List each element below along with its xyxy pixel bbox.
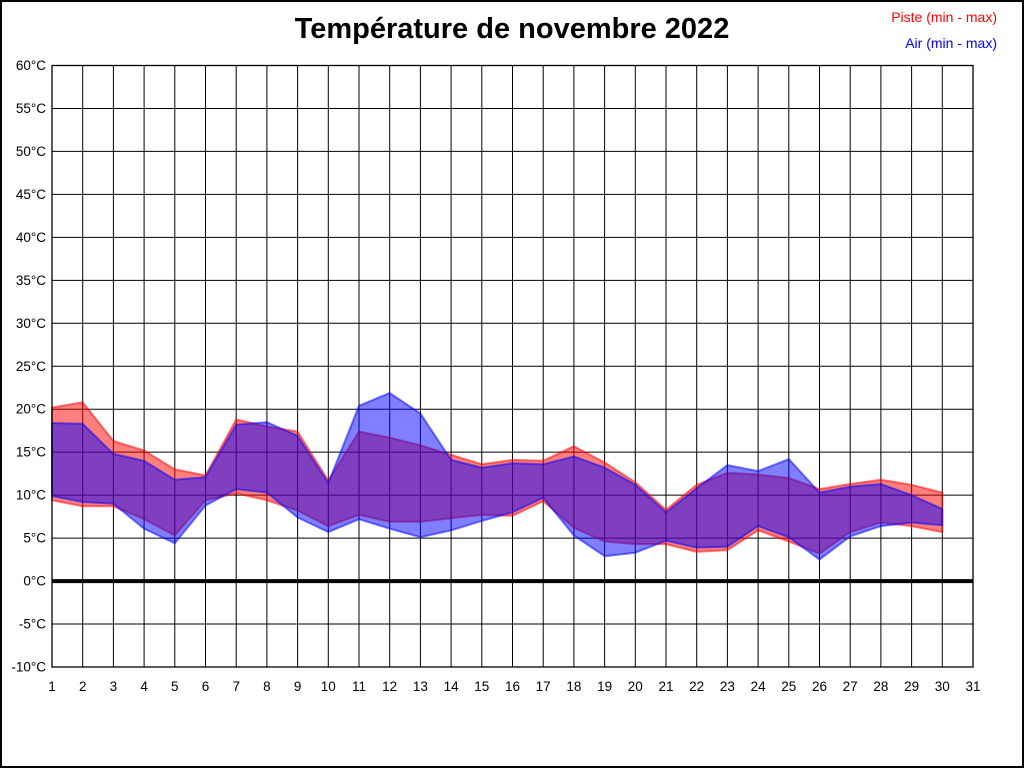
- x-tick-label: 3: [110, 679, 118, 694]
- y-axis-labels: 60°C 55°C 50°C 45°C 40°C 35°C 30°C 25°C 20°C 15°C…: [11, 58, 46, 675]
- x-tick-label: 19: [597, 679, 612, 694]
- chart-title: Température de novembre 2022: [294, 13, 730, 45]
- y-tick-label: -10°C: [11, 660, 46, 675]
- grid: [51, 65, 974, 668]
- x-tick-label: 30: [935, 679, 950, 694]
- y-tick-label: 35°C: [16, 273, 46, 288]
- y-tick-label: 5°C: [23, 531, 46, 546]
- legend-air-label: Air (min - max): [905, 35, 997, 51]
- x-tick-label: 8: [263, 679, 271, 694]
- y-tick-label: 30°C: [16, 316, 46, 331]
- x-tick-label: 24: [751, 679, 767, 694]
- x-tick-label: 6: [202, 679, 210, 694]
- y-tick-label: 55°C: [16, 101, 46, 116]
- legend: Piste (min - max) Air (min - max): [891, 4, 997, 56]
- x-tick-label: 27: [843, 679, 858, 694]
- x-tick-label: 18: [566, 679, 581, 694]
- x-tick-label: 23: [720, 679, 735, 694]
- x-tick-label: 29: [904, 679, 919, 694]
- x-tick-label: 9: [294, 679, 302, 694]
- x-tick-label: 13: [413, 679, 428, 694]
- y-tick-label: 25°C: [16, 359, 46, 374]
- y-tick-label: -5°C: [19, 617, 46, 632]
- x-tick-label: 17: [536, 679, 551, 694]
- plot-border: [51, 64, 974, 668]
- air-band: [51, 391, 944, 561]
- x-axis-labels: 1 2 3 4 5 6 7 8 9 10 11 12 13 14 15 16 17 18 19 20 21 22 23 24 2…: [48, 679, 980, 694]
- x-tick-label: 22: [689, 679, 704, 694]
- x-tick-label: 31: [965, 679, 980, 694]
- x-tick-label: 26: [812, 679, 827, 694]
- x-tick-label: 4: [140, 679, 148, 694]
- x-tick-label: 15: [474, 679, 489, 694]
- y-tick-label: 45°C: [16, 187, 46, 202]
- x-tick-label: 25: [781, 679, 796, 694]
- x-tick-label: 10: [321, 679, 336, 694]
- y-tick-label: 15°C: [16, 445, 46, 460]
- x-tick-label: 2: [79, 679, 87, 694]
- x-tick-label: 7: [232, 679, 240, 694]
- x-tick-label: 12: [382, 679, 397, 694]
- x-tick-label: 16: [505, 679, 520, 694]
- x-tick-label: 5: [171, 679, 179, 694]
- y-tick-label: 50°C: [16, 144, 46, 159]
- legend-piste-label: Piste (min - max): [891, 9, 997, 25]
- x-tick-label: 1: [48, 679, 56, 694]
- y-tick-label: 60°C: [16, 58, 46, 73]
- y-tick-label: 40°C: [16, 230, 46, 245]
- x-tick-label: 21: [658, 679, 673, 694]
- x-tick-label: 14: [444, 679, 460, 694]
- x-tick-label: 20: [628, 679, 643, 694]
- x-tick-label: 11: [352, 679, 366, 694]
- y-tick-label: 0°C: [23, 574, 46, 589]
- y-tick-label: 10°C: [16, 488, 46, 503]
- x-tick-label: 28: [873, 679, 888, 694]
- y-tick-label: 20°C: [16, 402, 46, 417]
